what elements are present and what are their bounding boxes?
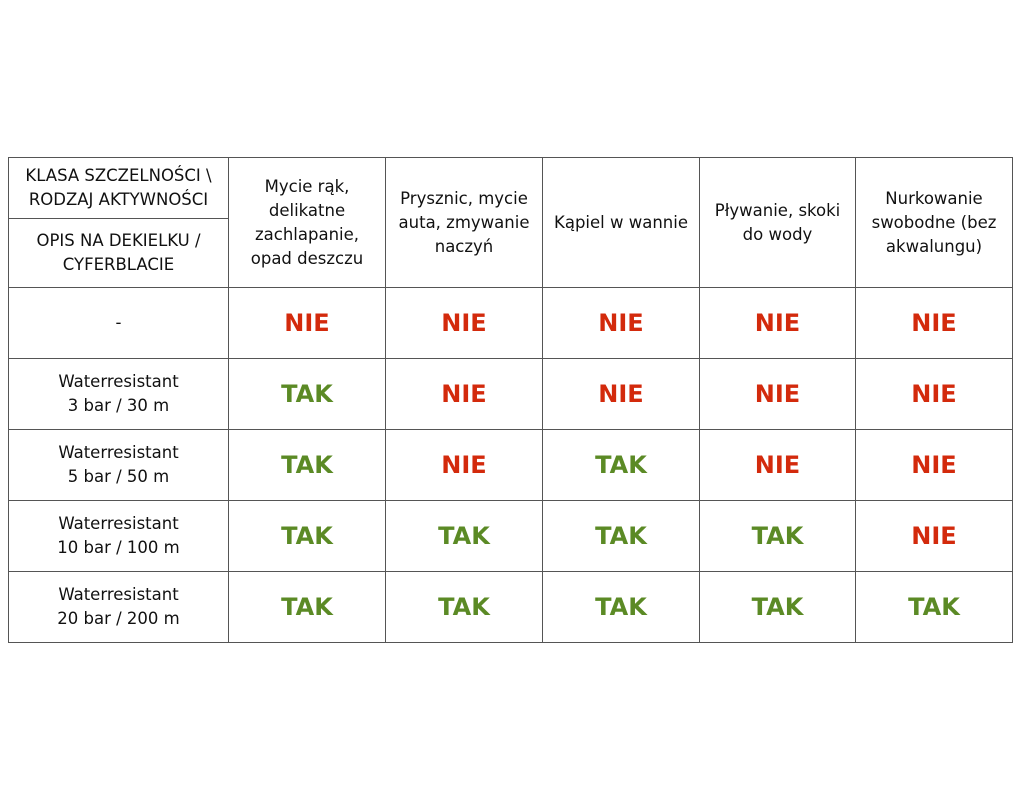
table-row: Waterresistant 5 bar / 50 m TAK NIE TAK NIE N… (8, 429, 1013, 501)
table-cell: NIE (699, 287, 856, 359)
corner-header-top: KLASA SZCZELNOŚCI \ RODZAJ AKTYWNOŚCI (8, 157, 229, 219)
table-cell: NIE (385, 287, 543, 359)
table-cell: TAK (228, 500, 386, 572)
row-label: - (8, 287, 229, 359)
activity-header: Kąpiel w wannie (542, 157, 700, 288)
water-resistance-table: KLASA SZCZELNOŚCI \ RODZAJ AKTYWNOŚCI My… (8, 157, 1013, 643)
table-cell: TAK (699, 571, 856, 643)
table-cell: NIE (542, 358, 700, 430)
table-cell: NIE (542, 287, 700, 359)
table-row: - NIE NIE NIE NIE NIE (8, 287, 1013, 359)
table-cell: TAK (542, 429, 700, 501)
table-row: Waterresistant 10 bar / 100 m TAK TAK TAK TA… (8, 500, 1013, 572)
table-cell: TAK (699, 500, 856, 572)
table-cell: NIE (385, 429, 543, 501)
activity-header: Nurkowanie swobodne (bez akwalungu) (855, 157, 1013, 288)
row-label: Waterresistant 20 bar / 200 m (8, 571, 229, 643)
activity-header: Pływanie, skoki do wody (699, 157, 856, 288)
table-cell: NIE (385, 358, 543, 430)
table-cell: NIE (699, 429, 856, 501)
table-cell: NIE (855, 358, 1013, 430)
table-cell: TAK (228, 358, 386, 430)
table-cell: TAK (855, 571, 1013, 643)
table-cell: TAK (228, 571, 386, 643)
table-cell: NIE (855, 500, 1013, 572)
table-row: Waterresistant 3 bar / 30 m TAK NIE NIE NIE N… (8, 358, 1013, 430)
row-label: Waterresistant 5 bar / 50 m (8, 429, 229, 501)
table-cell: NIE (228, 287, 386, 359)
table-row: Waterresistant 20 bar / 200 m TAK TAK TAK TA… (8, 571, 1013, 643)
table-cell: NIE (855, 429, 1013, 501)
corner-header-bottom: OPIS NA DEKIELKU / CYFERBLACIE (8, 218, 229, 288)
table-cell: TAK (542, 500, 700, 572)
activity-header: Prysznic, mycie auta, zmywanie naczyń (385, 157, 543, 288)
table-cell: NIE (699, 358, 856, 430)
table-cell: NIE (855, 287, 1013, 359)
activity-header: Mycie rąk, delikatne zachlapanie, opad d… (228, 157, 386, 288)
table-cell: TAK (385, 571, 543, 643)
row-label: Waterresistant 10 bar / 100 m (8, 500, 229, 572)
row-label: Waterresistant 3 bar / 30 m (8, 358, 229, 430)
table-cell: TAK (542, 571, 700, 643)
table-cell: TAK (228, 429, 386, 501)
table-cell: TAK (385, 500, 543, 572)
